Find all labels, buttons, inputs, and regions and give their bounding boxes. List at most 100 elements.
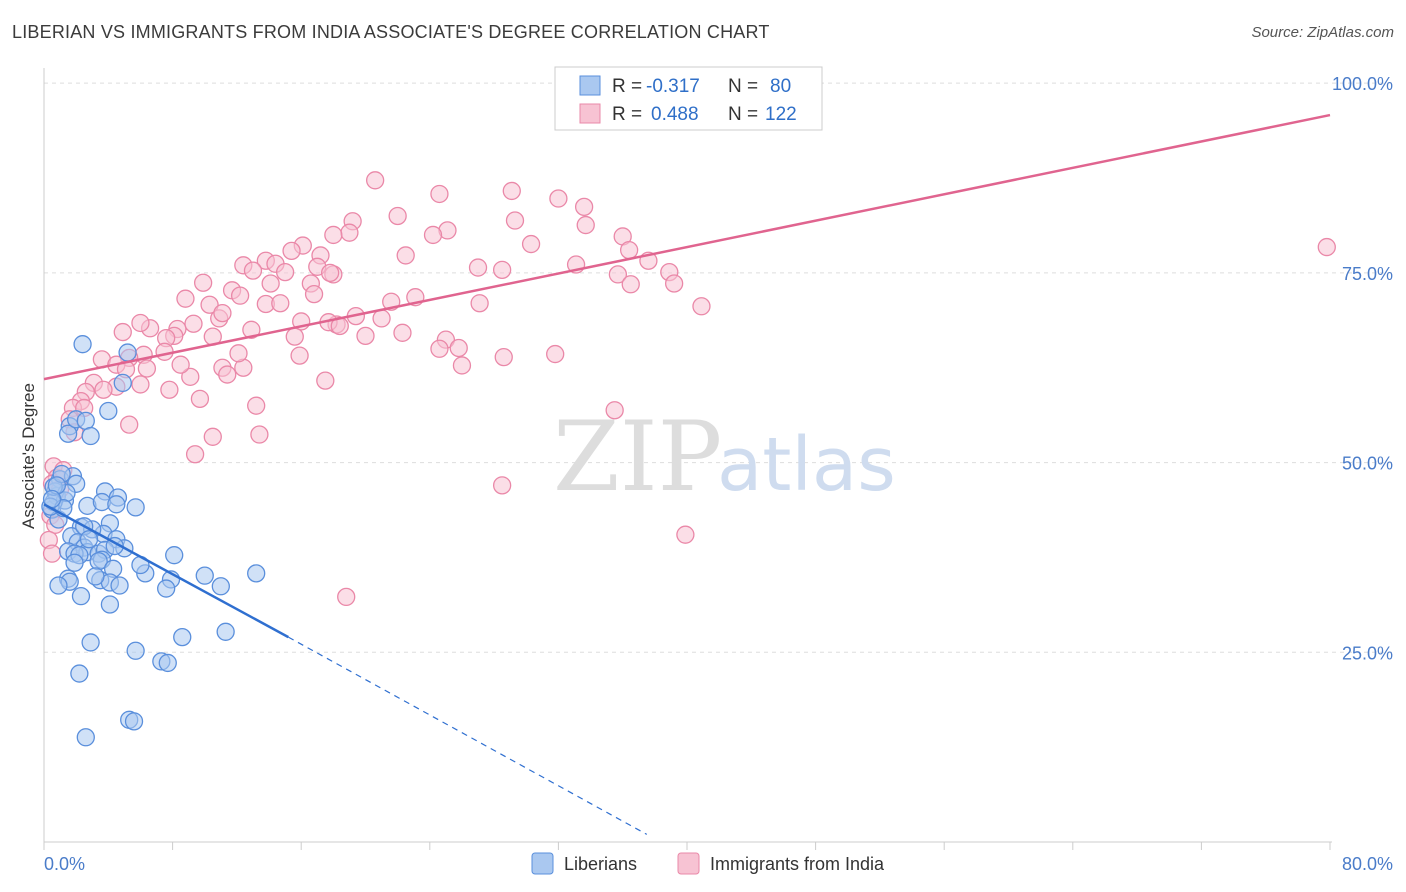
data-point <box>216 622 235 641</box>
data-point <box>502 181 521 201</box>
data-point <box>621 275 640 294</box>
data-point <box>230 286 250 305</box>
data-point <box>430 184 449 204</box>
series-legend: Liberians Immigrants from India <box>531 852 885 875</box>
data-point <box>356 326 375 346</box>
data-point <box>290 346 309 365</box>
chart-source: Source: ZipAtlas.com <box>1251 24 1394 41</box>
data-point <box>195 566 214 585</box>
data-point <box>229 344 248 363</box>
data-point <box>42 544 62 563</box>
data-point <box>176 289 195 308</box>
data-point <box>113 322 132 342</box>
data-point <box>100 595 120 614</box>
watermark-atlas: atlas <box>717 422 896 508</box>
data-point <box>81 426 100 446</box>
data-point <box>158 653 177 673</box>
data-point <box>574 197 594 217</box>
data-point <box>285 327 304 346</box>
data-point <box>470 294 489 313</box>
tick-labels: 100.0% 75.0% 50.0% 25.0% 0.0% 80.0% <box>44 74 1393 874</box>
data-point <box>99 401 118 421</box>
data-point <box>71 586 91 606</box>
data-point <box>546 344 565 364</box>
data-point <box>282 241 301 261</box>
series-liberians-points <box>41 335 266 747</box>
data-point <box>190 389 210 408</box>
data-point <box>243 261 263 280</box>
legend-r-value: -0.317 <box>646 76 700 97</box>
data-point <box>126 498 145 517</box>
data-point <box>247 396 266 415</box>
data-point <box>160 380 179 399</box>
legend-n-value: 122 <box>765 104 797 125</box>
data-point <box>261 274 280 293</box>
data-point <box>86 567 105 586</box>
data-point <box>171 355 190 374</box>
data-point <box>203 427 222 446</box>
data-point <box>605 401 624 420</box>
legend-r-label: R = <box>612 76 642 97</box>
data-point <box>271 294 290 313</box>
data-point <box>396 246 415 265</box>
legend-row-liberians: R = -0.317 N = 80 <box>612 76 791 97</box>
data-point <box>549 189 568 208</box>
data-point <box>49 576 68 595</box>
data-point <box>126 641 145 660</box>
data-point <box>324 225 343 245</box>
data-point <box>372 309 391 328</box>
data-point <box>81 633 100 652</box>
bottom-legend-india: Immigrants from India <box>710 854 885 874</box>
axes <box>43 68 1332 850</box>
data-point <box>452 356 472 375</box>
trend-lines <box>43 113 1331 835</box>
legend-n-value: 80 <box>770 76 791 97</box>
data-point <box>58 424 78 443</box>
data-point <box>242 320 261 339</box>
data-point <box>619 240 639 260</box>
bottom-legend-swatch-liberians <box>531 852 554 875</box>
data-point <box>165 546 184 565</box>
data-point <box>468 258 488 277</box>
data-point <box>110 576 129 595</box>
data-point <box>131 313 150 333</box>
data-point <box>492 476 512 495</box>
data-point <box>124 712 144 731</box>
correlation-legend: R = -0.317 N = 80 R = 0.488 N = 122 <box>554 66 823 131</box>
data-point <box>423 225 443 245</box>
data-point <box>1317 237 1336 257</box>
data-point <box>107 495 126 514</box>
data-point <box>576 215 595 235</box>
legend-n-label: N = <box>728 76 758 97</box>
data-point <box>94 380 113 399</box>
y-tick-label: 75.0% <box>1342 264 1393 284</box>
data-point <box>608 265 628 284</box>
legend-n-label: N = <box>728 104 758 125</box>
data-point <box>70 664 89 683</box>
data-point <box>492 260 512 279</box>
data-point <box>73 335 92 354</box>
data-point <box>494 347 513 367</box>
data-point <box>218 365 237 384</box>
data-point <box>65 553 84 572</box>
legend-row-india: R = 0.488 N = 122 <box>612 104 797 125</box>
data-point <box>664 274 684 293</box>
data-point <box>76 411 95 431</box>
data-point <box>213 303 232 323</box>
y-tick-label: 50.0% <box>1342 454 1393 474</box>
legend-swatch-liberians <box>579 75 601 96</box>
watermark-zip: ZIP <box>553 401 722 513</box>
data-point <box>76 728 95 747</box>
trend-line <box>43 113 1331 381</box>
y-axis-title: Associate's Degree <box>19 383 38 529</box>
data-point <box>184 314 203 333</box>
data-point <box>365 171 385 190</box>
legend-r-value: 0.488 <box>651 104 699 125</box>
trend-line <box>43 503 289 639</box>
data-point <box>304 284 324 304</box>
data-point <box>185 445 205 464</box>
x-tick-label: 0.0% <box>44 854 85 874</box>
data-point <box>181 367 200 386</box>
x-tick-label: 80.0% <box>1342 854 1393 874</box>
